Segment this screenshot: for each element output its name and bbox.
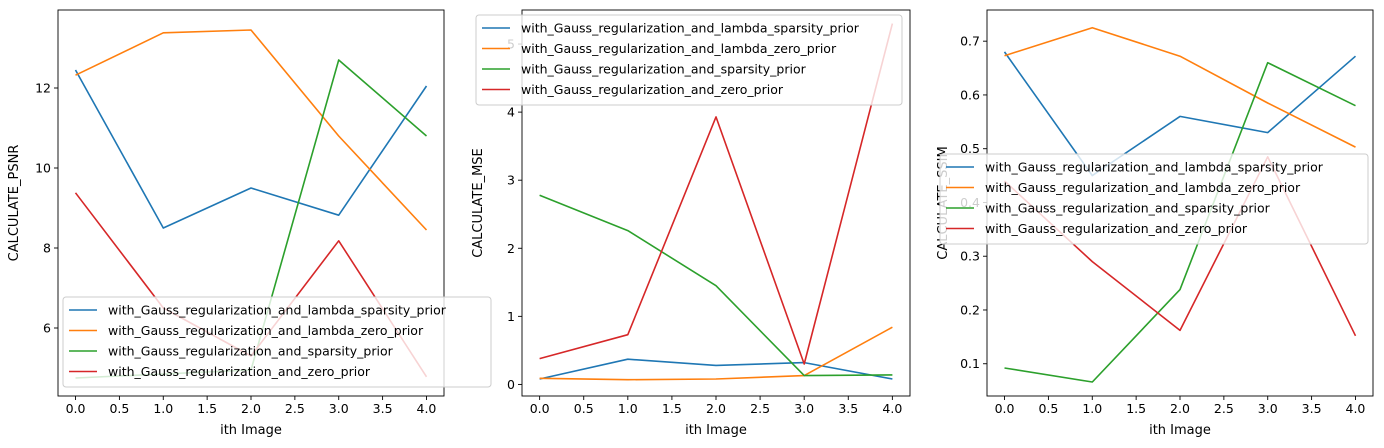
x-tick-label: 2.5 <box>1214 401 1234 416</box>
series-lines <box>539 23 894 381</box>
x-tick-label: 1.0 <box>618 401 638 416</box>
chart-panel-3: 0.00.51.01.52.02.53.03.54.00.10.20.30.40… <box>936 9 1374 438</box>
y-tick-label: 6 <box>43 321 51 336</box>
y-tick-label: 4 <box>507 105 515 120</box>
series-line-1 <box>539 358 893 380</box>
chart-panel-1: 0.0 0.5 1.0 1.5 2.0 2.5 3.0 3.5 4.0 6 8 10 12 ith Ima… <box>7 9 492 438</box>
y-tick-label: 0.1 <box>960 356 980 371</box>
x-tick-label: 0.0 <box>66 401 86 416</box>
x-tick-label: 4.0 <box>1346 401 1366 416</box>
x-tick-label: 1.5 <box>197 401 217 416</box>
series-line-2 <box>539 326 893 381</box>
legend-box <box>62 296 492 388</box>
series-line-1 <box>74 69 428 229</box>
legend-entry: with_Gauss_regularization_and_zero_prior <box>985 221 1248 236</box>
y-tick-label: 10 <box>35 161 51 176</box>
x-tick-label: 4.0 <box>882 401 902 416</box>
legend-entry: with_Gauss_regularization_and_lambda_spa… <box>985 160 1324 175</box>
legend: with_Gauss_regularization_and_lambda_spa… <box>939 153 1369 245</box>
x-tick-label: 1.5 <box>1126 401 1146 416</box>
y-tick-label: 0 <box>507 377 515 392</box>
y-tick-label: 8 <box>43 241 51 256</box>
legend-entry: with_Gauss_regularization_and_lambda_zer… <box>985 180 1301 195</box>
legend: with_Gauss_regularization_and_lambda_spa… <box>475 14 903 106</box>
legend-entry: with_Gauss_regularization_and_lambda_spa… <box>108 303 447 318</box>
y-tick-label: 0.6 <box>960 87 980 102</box>
y-tick-label: 0.2 <box>960 302 980 317</box>
series-line-3 <box>1004 61 1356 383</box>
x-tick-label: 2.5 <box>285 401 305 416</box>
x-tick-label: 0.5 <box>574 401 594 416</box>
x-tick-label: 1.5 <box>662 401 682 416</box>
series-line-1 <box>1003 51 1357 177</box>
legend-box <box>939 153 1369 245</box>
legend-entry: with_Gauss_regularization_and_sparsity_p… <box>521 62 807 77</box>
legend-entry: with_Gauss_regularization_and_lambda_spa… <box>521 21 860 36</box>
x-tick-label: 3.0 <box>329 401 349 416</box>
legend-entry: with_Gauss_regularization_and_zero_prior <box>108 364 371 379</box>
series-line-2 <box>75 29 428 231</box>
y-tick-label: 0.7 <box>960 34 980 49</box>
legend: with_Gauss_regularization_and_lambda_spa… <box>62 296 492 388</box>
legend-entry: with_Gauss_regularization_and_zero_prior <box>521 82 784 97</box>
x-tick-label: 2.5 <box>750 401 770 416</box>
x-tick-label: 0.0 <box>995 401 1015 416</box>
series-line-4 <box>539 23 894 365</box>
x-tick-label: 2.0 <box>241 401 261 416</box>
x-tick-label: 0.5 <box>109 401 129 416</box>
legend-entry: with_Gauss_regularization_and_lambda_zer… <box>108 323 424 338</box>
x-tick-label: 1.0 <box>1082 401 1102 416</box>
x-tick-label: 2.0 <box>1170 401 1190 416</box>
y-tick-label: 0.5 <box>960 141 980 156</box>
y-axis-label: CALCULATE_MSE <box>471 148 486 258</box>
y-tick-label: 1 <box>507 309 515 324</box>
y-tick-label: 3 <box>507 173 515 188</box>
legend-entry: with_Gauss_regularization_and_lambda_zer… <box>521 41 837 56</box>
x-tick-label: 1.0 <box>153 401 173 416</box>
x-tick-label: 3.5 <box>1302 401 1322 416</box>
x-axis-label: ith Image <box>1149 423 1211 438</box>
x-tick-label: 0.5 <box>1038 401 1058 416</box>
legend-entry: with_Gauss_regularization_and_sparsity_p… <box>108 344 394 359</box>
x-axis-label: ith Image <box>220 423 282 438</box>
x-tick-label: 4.0 <box>417 401 437 416</box>
y-axis-label: CALCULATE_PSNR <box>7 145 22 262</box>
chart-panel-2: 0.00.51.01.52.02.53.03.54.0012345ith Ima… <box>471 9 911 438</box>
legend-box <box>475 14 903 106</box>
x-tick-label: 2.0 <box>706 401 726 416</box>
x-tick-label: 3.0 <box>1258 401 1278 416</box>
y-tick-label: 2 <box>507 241 515 256</box>
series-line-2 <box>1004 26 1356 148</box>
x-axis-label: ith Image <box>685 423 747 438</box>
y-tick-label: 0.3 <box>960 249 980 264</box>
legend-entry: with_Gauss_regularization_and_sparsity_p… <box>985 201 1271 216</box>
x-tick-label: 3.5 <box>838 401 858 416</box>
x-tick-label: 3.0 <box>794 401 814 416</box>
x-tick-label: 0.0 <box>530 401 550 416</box>
series-line-3 <box>539 194 893 377</box>
y-tick-label: 12 <box>35 81 51 96</box>
x-tick-label: 3.5 <box>373 401 393 416</box>
